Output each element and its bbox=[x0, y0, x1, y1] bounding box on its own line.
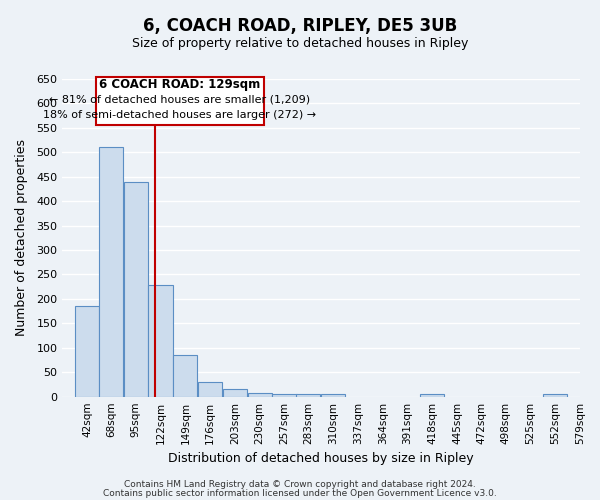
Bar bbox=[296, 394, 320, 396]
Bar bbox=[543, 394, 568, 396]
Bar bbox=[148, 285, 173, 397]
Bar bbox=[420, 394, 445, 396]
Bar bbox=[198, 382, 222, 396]
Y-axis label: Number of detached properties: Number of detached properties bbox=[15, 140, 28, 336]
Bar bbox=[124, 182, 148, 396]
Bar bbox=[321, 394, 345, 396]
Text: 6 COACH ROAD: 129sqm: 6 COACH ROAD: 129sqm bbox=[99, 78, 260, 91]
Text: Contains HM Land Registry data © Crown copyright and database right 2024.: Contains HM Land Registry data © Crown c… bbox=[124, 480, 476, 489]
Text: 6, COACH ROAD, RIPLEY, DE5 3UB: 6, COACH ROAD, RIPLEY, DE5 3UB bbox=[143, 18, 457, 36]
Text: Contains public sector information licensed under the Open Government Licence v3: Contains public sector information licen… bbox=[103, 488, 497, 498]
FancyBboxPatch shape bbox=[96, 76, 264, 126]
Bar bbox=[223, 390, 247, 396]
X-axis label: Distribution of detached houses by size in Ripley: Distribution of detached houses by size … bbox=[169, 452, 474, 465]
Text: 18% of semi-detached houses are larger (272) →: 18% of semi-detached houses are larger (… bbox=[43, 110, 316, 120]
Bar bbox=[272, 394, 296, 396]
Bar bbox=[248, 393, 272, 396]
Bar bbox=[75, 306, 99, 396]
Bar bbox=[99, 148, 123, 396]
Text: ← 81% of detached houses are smaller (1,209): ← 81% of detached houses are smaller (1,… bbox=[49, 94, 310, 104]
Bar bbox=[173, 355, 197, 397]
Text: Size of property relative to detached houses in Ripley: Size of property relative to detached ho… bbox=[132, 38, 468, 51]
